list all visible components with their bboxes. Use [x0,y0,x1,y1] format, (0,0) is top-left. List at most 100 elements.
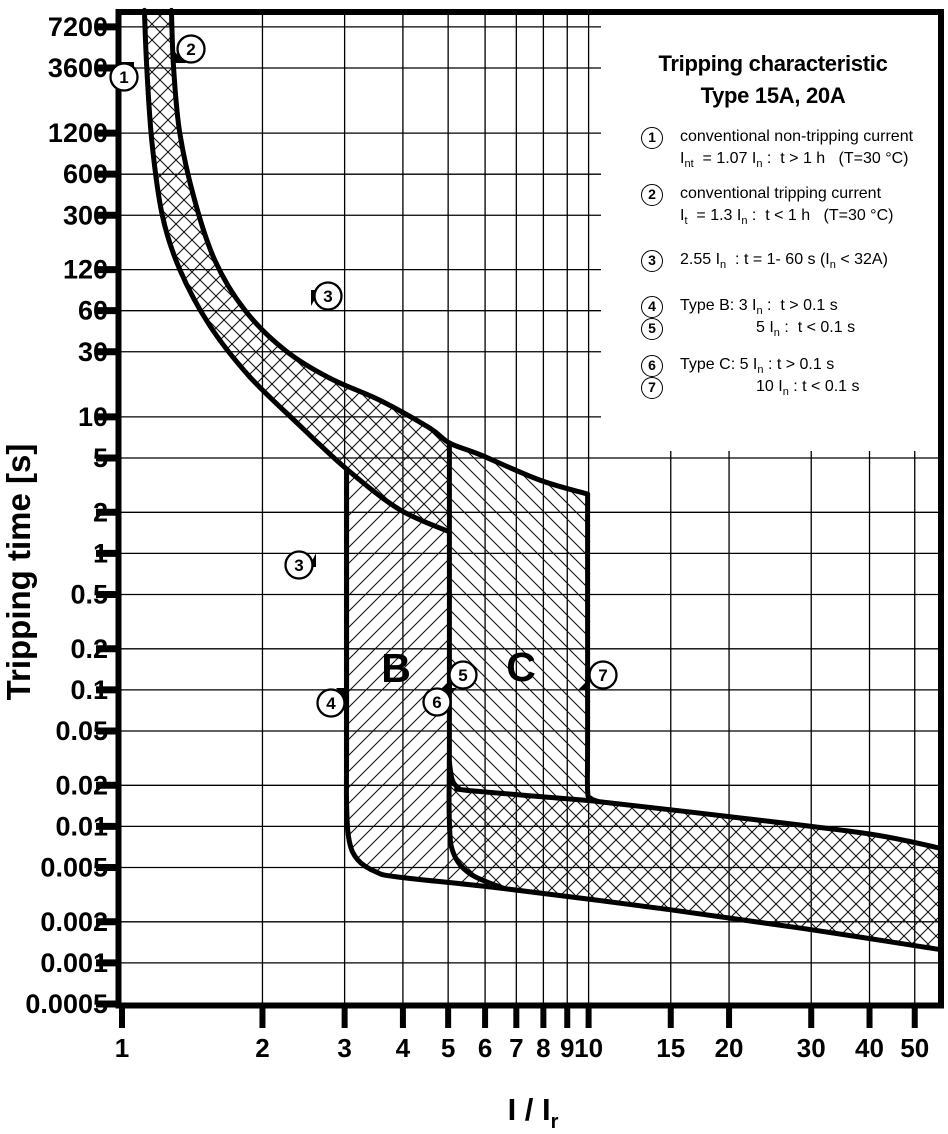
curve-type-b-min-boundary [343,466,944,953]
legend-item-2: 2 conventional tripping current It = 1.3 I… [641,184,893,227]
legend-item-3: 3 2.55 In : t = 1- 60 s (In < 32A) [641,250,888,272]
y-tick-label: 0.01 [55,811,108,841]
marker-circle [422,687,452,717]
y-tick-label: 2 [93,497,108,527]
x-tick-label: 7 [509,1033,523,1063]
marker-circle [448,660,478,690]
callout-marker-3: 3 [284,550,316,580]
curves-layer [141,7,944,953]
legend-item-text: Type C: 5 In : t > 0.1 s [680,356,835,376]
ticks-layer: 7200360012006003001206030105210.50.20.10… [25,12,929,1063]
chart-title-line-1: Tripping characteristic [658,51,888,76]
x-tick-label: 2 [255,1033,269,1063]
y-tick-label: 0.02 [55,770,108,800]
y-tick-label: 60 [78,296,108,326]
marker-number: 2 [186,40,195,59]
chart-title-line-2: Type 15A, 20A [700,83,846,108]
region-region-b [346,469,505,889]
callout-marker-3: 3 [311,281,343,311]
y-tick-label: 120 [63,255,108,285]
curve-thermal-max-curve [168,7,591,497]
y-tick-label: 5 [93,443,108,473]
y-tick-label: 300 [63,200,108,230]
marker-circle [284,550,314,580]
legend-item-4: 4 Type B: 3 In : t > 0.1 s [641,296,838,318]
x-tick-label: 15 [656,1033,685,1063]
x-tick-label: 5 [441,1033,455,1063]
axis-labels-layer: B C Tripping time [s] I / Ir [0,444,559,1133]
legend-item-text: conventional tripping current It = 1.3 In… [680,185,894,227]
y-tick-label: 0.5 [70,579,108,609]
marker-number: 4 [326,694,336,713]
legend-number-5: 5 [641,318,663,340]
legend-number-2: 2 [641,184,663,206]
marker-number: 3 [323,287,332,306]
x-tick-label: 6 [478,1033,492,1063]
callout-marker-4: 4 [316,688,348,718]
marker-circle [313,281,343,311]
callout-marker-5: 5 [440,660,478,690]
legend-item-5: 5 5 In : t < 0.1 s [641,318,855,340]
legend-number-3: 3 [641,250,663,272]
chart-title: Tripping characteristic Type 15A, 20A [618,48,928,112]
y-tick-label: 3600 [48,53,108,83]
x-axis-title: I / Ir [508,1092,559,1133]
callout-marker-6: 6 [422,687,457,717]
legend-item-text: 5 In : t < 0.1 s [756,319,856,339]
x-tick-label: 3 [337,1033,351,1063]
callout-markers-layer: 1 2 3 3 4 5 6 7 [109,34,618,718]
plot-frame [115,9,944,1009]
marker-flag [578,678,590,690]
callout-marker-2: 2 [174,34,206,64]
curve-thermal-min-curve [141,7,452,535]
y-tick-label: 1 [93,538,108,568]
legend-item-text: Type B: 3 In : t > 0.1 s [680,297,838,317]
y-tick-label: 0.1 [70,675,108,705]
marker-circle [176,34,206,64]
curve-type-b-max-boundary [446,440,507,892]
region-thermal-band [144,10,450,532]
region-label-C: C [506,644,536,690]
curve-type-c-max-boundary [584,491,601,805]
y-tick-label: 30 [78,337,108,367]
x-tick-label: 4 [396,1033,411,1063]
legend-number-4: 4 [641,296,663,318]
y-tick-label: 10 [78,402,108,432]
x-tick-label: 40 [855,1033,884,1063]
legend-number-1: 1 [641,127,663,149]
marker-circle [316,688,346,718]
callout-marker-1: 1 [109,62,139,92]
y-tick-label: 0.0005 [25,989,108,1019]
legend-item-6: 6 Type C: 5 In : t > 0.1 s [641,355,834,377]
x-tick-label: 20 [715,1033,744,1063]
x-tick-label: 9 [560,1033,574,1063]
legend-item-text: 2.55 In : t = 1- 60 s (In < 32A) [680,251,888,271]
region-instantaneous-band [449,762,941,950]
marker-number: 1 [119,68,128,87]
marker-flag [440,678,452,690]
hatched-regions-layer [144,10,941,950]
y-tick-label: 0.2 [70,634,108,664]
legend-item-7: 7 10 In : t < 0.1 s [641,377,860,399]
x-tick-label: 50 [900,1033,929,1063]
region-region-c [449,443,599,802]
marker-number: 6 [432,693,441,712]
y-tick-label: 600 [63,159,108,189]
y-tick-label: 0.005 [40,852,108,882]
marker-circle [109,62,139,92]
x-tick-label: 1 [115,1033,129,1063]
region-label-B: B [381,645,411,691]
y-tick-label: 0.002 [40,907,108,937]
x-tick-label: 8 [536,1033,550,1063]
x-tick-label: 30 [797,1033,826,1063]
marker-number: 7 [598,666,607,685]
legend-item-text: conventional non-tripping current Int = 1… [680,128,914,170]
legend-item-text: 10 In : t < 0.1 s [756,378,860,398]
y-tick-label: 0.001 [40,948,108,978]
y-tick-label: 7200 [48,12,108,42]
legend-item-1: 1 conventional non-tripping current Int = … [641,127,913,170]
y-tick-label: 1200 [48,118,108,148]
y-axis-title: Tripping time [s] [0,444,37,701]
